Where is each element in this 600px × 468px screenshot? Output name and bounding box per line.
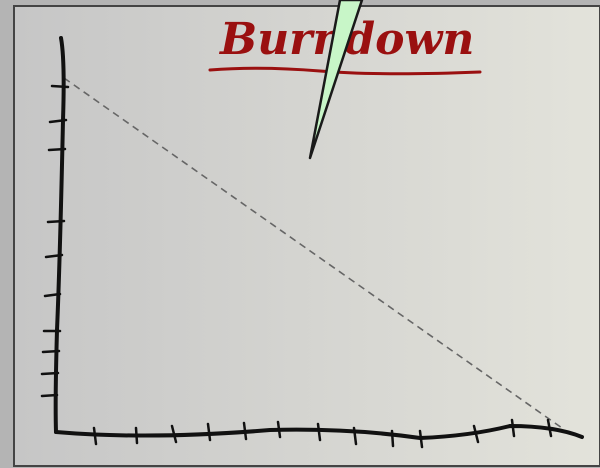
tick	[42, 373, 58, 374]
tick	[42, 395, 57, 396]
panel	[14, 6, 600, 466]
tick	[43, 351, 59, 352]
page: {"title": "Burndown"} Burndown	[0, 0, 600, 468]
burndown-illustration: Burndown	[0, 0, 600, 468]
tick	[52, 86, 68, 87]
tick	[49, 149, 65, 150]
tick	[48, 221, 64, 222]
tick	[392, 431, 393, 446]
tick	[136, 428, 137, 443]
